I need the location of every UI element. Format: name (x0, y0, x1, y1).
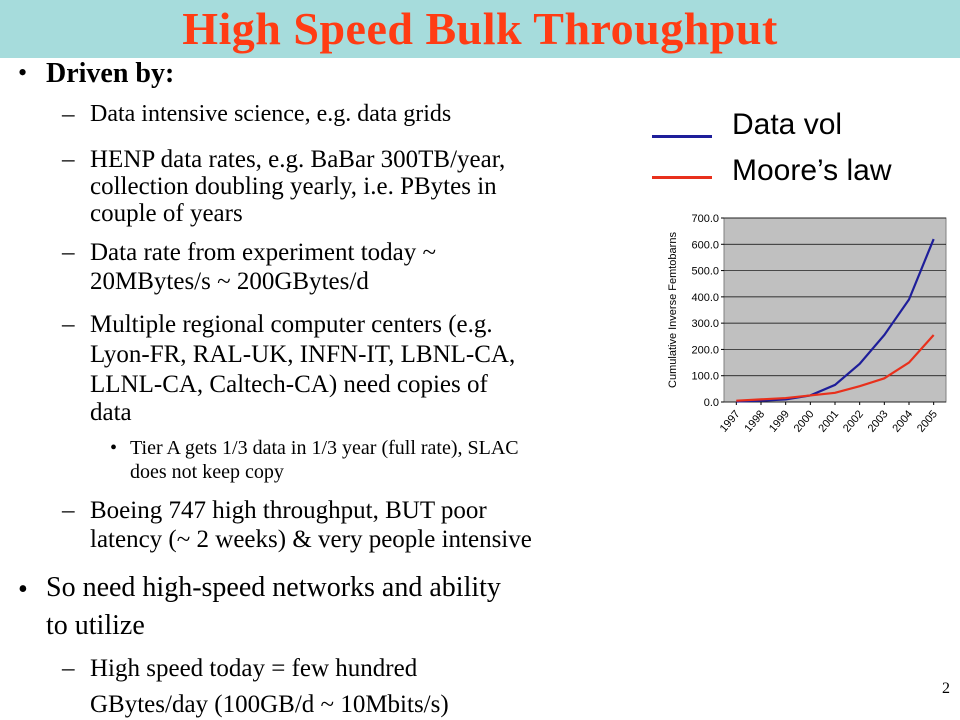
series-line-data-vol (736, 238, 935, 403)
series-line-moores-law (736, 334, 935, 402)
dash: – (62, 101, 75, 128)
legend-label-moores-law: Moore’s law (732, 154, 892, 187)
bullet-2-line2: to utilize (46, 610, 145, 641)
sub-item-4-line2: Lyon-FR, RAL-UK, INFN-IT, LBNL-CA, (90, 341, 516, 368)
subsub-item-line1: Tier A gets 1/3 data in 1/3 year (full r… (130, 437, 519, 459)
sub-item-5-line2: latency (~ 2 weeks) & very people intens… (90, 526, 532, 553)
x-tick-label: 2005 (915, 408, 940, 434)
dash: – (62, 311, 75, 338)
legend-swatch-moores-law (652, 176, 712, 179)
plot-area (723, 217, 947, 403)
sub-item-6-line1: High speed today = few hundred (90, 655, 418, 682)
sub-item-2-line2: collection doubling yearly, i.e. PBytes … (90, 173, 497, 200)
y-tick-label: 500.0 (691, 266, 719, 278)
legend-label-data-vol: Data vol (732, 108, 843, 141)
y-tick-label: 100.0 (691, 371, 719, 383)
throughput-chart: 0.0 100.0 200.0 300.0 400.0 500.0 600.0 700.0 19… (667, 213, 947, 435)
sub-item-2-line1: HENP data rates, e.g. BaBar 300TB/year, (90, 146, 506, 173)
bullet-dot: • (18, 58, 28, 87)
x-tick-label: 2003 (866, 408, 891, 434)
sub-item-1: Data intensive science, e.g. data grids (90, 101, 452, 127)
slide-title: High Speed Bulk Throughput (182, 3, 778, 54)
dash: – (62, 497, 75, 524)
x-tick-label: 2004 (890, 408, 915, 434)
x-tick-label: 1999 (767, 408, 792, 434)
bullet-dot: • (18, 574, 28, 605)
sub-item-6-line2: GBytes/day (100GB/d ~ 10Mbits/s) (90, 691, 449, 718)
x-tick-label: 2000 (792, 408, 817, 434)
legend-swatch-data-vol (652, 135, 712, 138)
x-tick-label: 1998 (742, 408, 767, 434)
x-tick-label: 2002 (841, 408, 866, 434)
sub-item-2-line3: couple of years (90, 200, 243, 227)
subsub-item-line2: does not keep copy (130, 461, 284, 483)
y-tick-label: 400.0 (691, 292, 719, 304)
dash: – (62, 239, 75, 266)
bullet-driven-by: Driven by: (46, 58, 175, 89)
y-tick-label: 0.0 (704, 397, 719, 409)
sub-item-4-line3: LLNL-CA, Caltech-CA) need copies of (90, 371, 488, 398)
y-tick-label: 700.0 (691, 213, 719, 225)
sub-item-4-line1: Multiple regional computer centers (e.g. (90, 311, 493, 338)
dash: – (62, 146, 75, 173)
y-tick-label: 200.0 (691, 344, 719, 356)
x-tick-label: 1997 (718, 408, 743, 434)
y-tick-label: 600.0 (691, 239, 719, 251)
page-number: 2 (942, 680, 950, 697)
y-axis-label: Cumulative Inverse Femtobarns (667, 232, 679, 388)
sub-item-3-line2: 20MBytes/s ~ 200GBytes/d (90, 268, 369, 295)
y-tick-label: 300.0 (691, 318, 719, 330)
sub-item-5-line1: Boeing 747 high throughput, BUT poor (90, 497, 487, 524)
bullet-2-line1: So need high-speed networks and ability (46, 572, 501, 603)
subsub-dot: • (110, 437, 118, 459)
x-tick-label: 2001 (816, 408, 841, 434)
dash: – (62, 655, 75, 682)
sub-item-3-line1: Data rate from experiment today ~ (90, 239, 437, 266)
title-bar (0, 0, 960, 58)
sub-item-4-line4: data (90, 399, 132, 426)
